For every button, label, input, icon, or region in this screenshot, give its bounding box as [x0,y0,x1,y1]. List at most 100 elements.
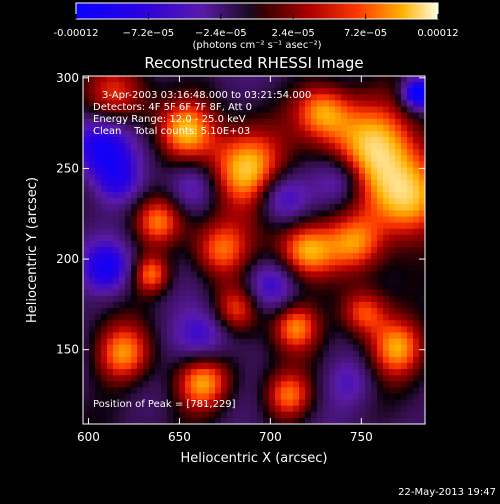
heatmap-cell [191,88,198,95]
heatmap-cell [341,393,348,401]
heatmap-cell [137,259,144,266]
heatmap-cell [311,277,318,285]
heatmap-cell [395,198,402,205]
heatmap-cell [197,289,204,297]
heatmap-cell [245,326,252,334]
heatmap-cell [227,271,234,279]
heatmap-cell [371,76,378,83]
heatmap-cell [221,308,228,315]
heatmap-cell [335,405,342,413]
heatmap-cell [323,173,330,181]
heatmap-cell [347,88,354,95]
heatmap-cell [173,277,180,285]
heatmap-cell [407,344,414,352]
chart-title: Reconstructed RHESSI Image [144,54,363,72]
heatmap-cell [317,100,324,108]
heatmap-cell [377,137,384,144]
heatmap-cell [137,234,144,242]
heatmap-cell [329,350,336,358]
x-axis-ticks: 600 650 700 750 [77,76,373,444]
heatmap-cell [221,381,228,388]
heatmap-cell [257,100,264,108]
heatmap-cell [365,161,372,169]
heatmap-cell [359,417,366,424]
heatmap-cell [299,155,306,163]
heatmap-cell [407,130,414,138]
heatmap-cell [125,100,132,108]
heatmap-cell [167,405,174,413]
heatmap-cell [239,167,246,175]
heatmap-cell [383,204,390,211]
heatmap-cell [239,356,246,364]
heatmap-cell [143,375,150,382]
heatmap-cell [209,417,216,424]
heatmap-cell [227,112,234,120]
heatmap-cell [233,179,240,187]
heatmap-cell [407,246,414,254]
heatmap-cell [341,320,348,327]
heatmap-cell [353,277,360,285]
heatmap-cell [137,393,144,401]
heatmap-cell [167,106,174,114]
heatmap-cell [167,344,174,352]
heatmap-cell [155,137,162,144]
heatmap-cell [377,387,384,395]
heatmap-cell [149,112,156,120]
heatmap-cell [419,314,425,321]
heatmap-cell [281,362,288,370]
heatmap-cell [173,320,180,327]
heatmap-cell [233,393,240,401]
heatmap-cell [299,143,306,150]
heatmap-cell [113,314,120,321]
heatmap-cell [269,137,276,144]
heatmap-cell [173,167,180,175]
heatmap-cell [317,216,324,224]
heatmap-cell [197,265,204,272]
heatmap-cell [239,112,246,120]
heatmap-cell [263,295,270,303]
heatmap-cell [167,173,174,181]
heatmap-cell [173,259,180,266]
heatmap-cell [227,130,234,138]
heatmap-cell [197,253,204,260]
heatmap-cell [119,173,126,181]
heatmap-cell [83,301,90,309]
heatmap-cell [131,149,138,156]
heatmap-cell [275,326,282,334]
heatmap-cell [149,222,156,230]
heatmap-cell [281,356,288,364]
heatmap-cell [377,253,384,260]
heatmap-cell [185,173,192,181]
heatmap-cell [317,259,324,266]
heatmap-cell [413,222,420,230]
heatmap-cell [161,112,168,120]
heatmap-cell [161,393,168,401]
heatmap-cell [113,289,120,297]
heatmap-cell [233,387,240,395]
heatmap-cell [377,76,384,83]
heatmap-cell [155,411,162,419]
heatmap-cell [293,137,300,144]
heatmap-cell [203,216,210,224]
heatmap-cell [239,185,246,193]
heatmap-cell [209,210,216,218]
heatmap-cell [401,222,408,230]
heatmap-cell [125,82,132,89]
heatmap-cell [173,192,180,199]
heatmap-cell [407,338,414,346]
heatmap-cell [155,130,162,138]
heatmap-cell [407,265,414,272]
heatmap-cell [119,228,126,236]
heatmap-cell [167,143,174,150]
heatmap-cell [251,332,258,340]
heatmap-cell [275,308,282,315]
heatmap-cell [203,228,210,236]
heatmap-cell [161,137,168,144]
heatmap-cell [173,411,180,419]
heatmap-cell [239,240,246,248]
heatmap-cell [251,320,258,327]
heatmap-cell [245,320,252,327]
heatmap-cell [239,362,246,370]
heatmap-cell [173,210,180,218]
heatmap-cell [305,393,312,401]
